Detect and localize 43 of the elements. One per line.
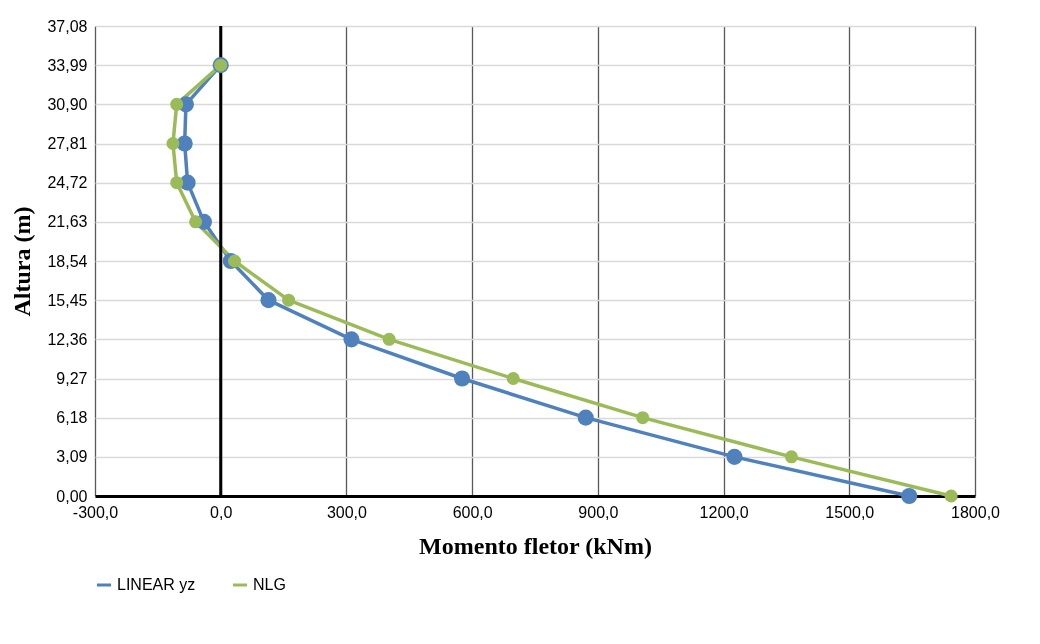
point (170, 176, 184, 190)
point (189, 215, 203, 229)
legend-label: LINEAR yz (117, 576, 196, 593)
point (454, 370, 471, 387)
legend-label: NLG (253, 576, 286, 593)
point (944, 489, 958, 503)
point (577, 409, 594, 426)
point (382, 332, 396, 346)
y-tick-label: 9,27 (56, 370, 88, 387)
point (260, 292, 277, 309)
y-tick-label: 6,18 (56, 409, 88, 427)
y-tick-label: 18,54 (47, 252, 88, 270)
y-tick-label: 24,72 (47, 174, 88, 192)
y-axis-title: Altura (m) (9, 206, 36, 317)
x-tick-label: -300,0 (72, 503, 119, 521)
y-tick-label: 3,09 (56, 448, 88, 466)
point (228, 254, 242, 268)
x-tick-label: 1800,0 (951, 503, 1001, 521)
x-tick-label: 600,0 (452, 503, 493, 521)
y-tick-label: 33,99 (47, 56, 88, 74)
point (166, 136, 180, 151)
x-tick-label: 0,0 (210, 503, 233, 521)
y-tick-label: 30,90 (47, 95, 88, 113)
point (343, 331, 360, 348)
point (506, 371, 520, 386)
point (784, 450, 798, 464)
x-tick-label: 300,0 (326, 503, 368, 521)
point (726, 448, 743, 465)
x-axis-title: Momento fletor (kNm) (419, 532, 652, 559)
y-tick-label: 15,45 (47, 291, 88, 309)
point (176, 135, 193, 152)
y-tick-label: 12,36 (47, 330, 88, 348)
y-tick-label: 37,08 (47, 17, 88, 35)
y-tick-label: 0,00 (56, 487, 88, 505)
point (636, 411, 650, 425)
x-tick-label: 1500,0 (825, 503, 875, 521)
point (901, 487, 918, 505)
x-tick-label: 900,0 (578, 503, 619, 521)
x-tick-label: 1200,0 (699, 503, 749, 521)
y-tick-label: 27,81 (47, 135, 88, 152)
point (170, 97, 184, 111)
point (282, 293, 296, 307)
y-tick-label: 21,63 (47, 213, 88, 231)
